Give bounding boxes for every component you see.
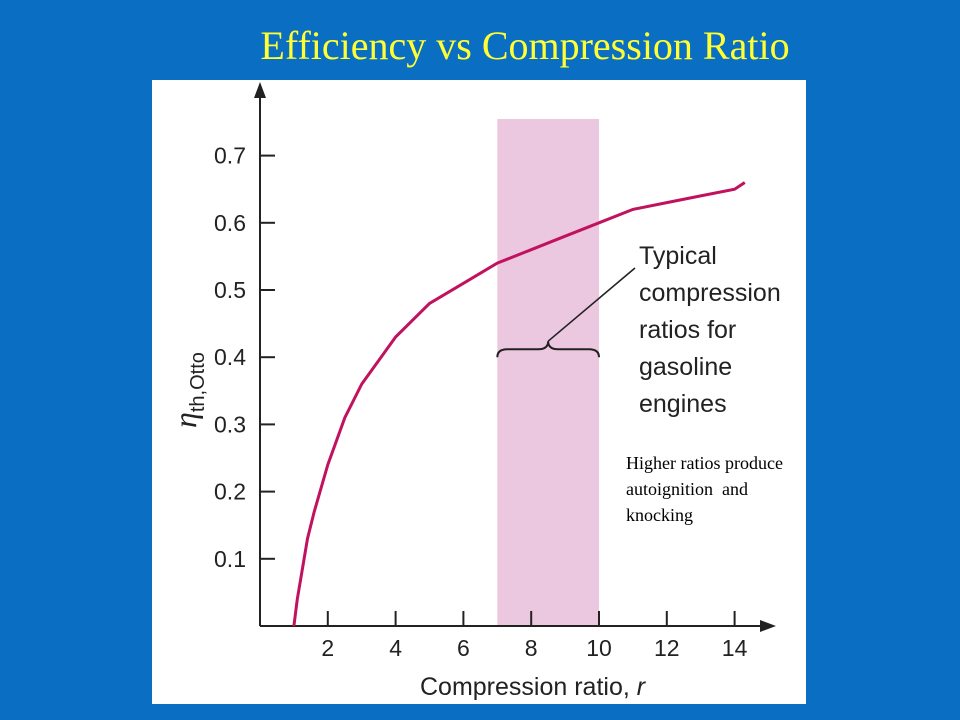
annotation-line: gasoline	[639, 353, 732, 381]
highlight-band	[497, 119, 599, 626]
y-tick-label: 0.3	[214, 411, 246, 437]
y-tick-label: 0.7	[214, 143, 246, 169]
y-axis-label: ηth,Otto	[167, 352, 209, 428]
annotation-line: Typical	[639, 242, 717, 270]
note-line: autoignition and	[626, 479, 748, 499]
x-tick-label: 8	[525, 635, 538, 661]
x-axis-arrow	[760, 620, 776, 632]
y-tick-label: 0.1	[214, 546, 246, 572]
annotation-line: compression	[639, 279, 781, 307]
x-tick-label: 2	[321, 635, 334, 661]
chart-panel: 2 4 6 8 10 12 14 0.1 0.2 0.3 0.4 0.5 0.6 0.7 Typical c…	[152, 80, 806, 704]
note-line: Higher ratios produce	[626, 453, 783, 473]
y-tick-label: 0.6	[214, 210, 246, 236]
annotation-leader	[547, 267, 636, 342]
x-tick-label: 10	[586, 635, 612, 661]
x-tick-label: 12	[654, 635, 680, 661]
annotation-line: engines	[639, 390, 727, 418]
knocking-note: Higher ratios produce autoignition and k…	[626, 450, 856, 528]
y-tick-label: 0.5	[214, 277, 246, 303]
x-axis-label: Compression ratio, r	[420, 673, 647, 701]
x-tick-label: 14	[722, 635, 748, 661]
annotation-text: Typical compression ratios for gasoline engi…	[639, 242, 781, 418]
note-line: knocking	[626, 505, 693, 525]
annotation-line: ratios for	[639, 316, 736, 344]
efficiency-chart: 2 4 6 8 10 12 14 0.1 0.2 0.3 0.4 0.5 0.6 0.7 Typical c…	[167, 82, 781, 701]
slide-title: Efficiency vs Compression Ratio	[260, 23, 790, 68]
y-axis-arrow	[254, 82, 266, 98]
y-tick-label: 0.4	[214, 344, 246, 370]
efficiency-curve	[292, 181, 746, 627]
x-tick-label: 6	[457, 635, 470, 661]
y-tick-label: 0.2	[214, 479, 246, 505]
x-tick-label: 4	[389, 635, 402, 661]
